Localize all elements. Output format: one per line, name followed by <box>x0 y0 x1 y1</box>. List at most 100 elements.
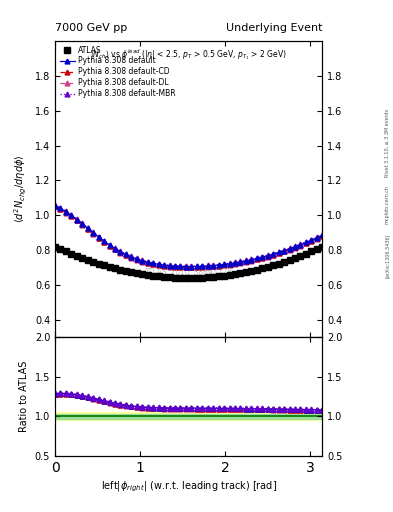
Pythia 8.308 default-MBR <box>85 225 90 231</box>
Pythia 8.308 default-DL <box>178 264 183 270</box>
ATLAS <box>107 264 112 270</box>
Pythia 8.308 default-CD <box>271 251 275 258</box>
Pythia 8.308 default-CD <box>129 254 134 261</box>
Pythia 8.308 default-CD <box>309 238 314 244</box>
Pythia 8.308 default <box>123 251 128 258</box>
Pythia 8.308 default <box>276 249 281 255</box>
Pythia 8.308 default-DL <box>118 249 123 255</box>
Pythia 8.308 default <box>287 246 292 252</box>
Pythia 8.308 default-MBR <box>151 260 156 266</box>
Pythia 8.308 default-DL <box>293 245 298 251</box>
ATLAS <box>265 264 270 270</box>
Pythia 8.308 default-DL <box>184 264 188 270</box>
Pythia 8.308 default-MBR <box>162 262 167 268</box>
Pythia 8.308 default-CD <box>200 264 205 270</box>
Pythia 8.308 default-MBR <box>53 202 57 208</box>
Pythia 8.308 default-CD <box>260 254 264 261</box>
Pythia 8.308 default <box>227 261 232 267</box>
Pythia 8.308 default-CD <box>91 230 95 237</box>
Pythia 8.308 default-CD <box>118 249 123 255</box>
Pythia 8.308 default-MBR <box>113 245 118 251</box>
Pythia 8.308 default-MBR <box>238 259 243 265</box>
Text: $\langle N_{ch}\rangle$ vs $\phi^{lead}$ ($|\eta|$ < 2.5, $p_T$ > 0.5 GeV, $p_{T: $\langle N_{ch}\rangle$ vs $\phi^{lead}$… <box>90 47 287 62</box>
Pythia 8.308 default-MBR <box>173 263 177 269</box>
Pythia 8.308 default-DL <box>222 262 226 268</box>
Pythia 8.308 default-CD <box>222 262 226 268</box>
Pythia 8.308 default-DL <box>249 258 254 264</box>
ATLAS <box>195 275 199 281</box>
Pythia 8.308 default-CD <box>184 264 188 270</box>
ATLAS <box>309 248 314 254</box>
Pythia 8.308 default-DL <box>64 209 68 216</box>
Pythia 8.308 default-MBR <box>303 239 308 245</box>
Pythia 8.308 default <box>129 254 134 260</box>
Pythia 8.308 default <box>195 263 199 269</box>
Pythia 8.308 default-MBR <box>249 256 254 262</box>
ATLAS <box>303 251 308 257</box>
Pythia 8.308 default-DL <box>287 247 292 253</box>
Pythia 8.308 default-MBR <box>254 255 259 261</box>
Pythia 8.308 default-CD <box>53 203 57 209</box>
Pythia 8.308 default-MBR <box>271 250 275 257</box>
Pythia 8.308 default-CD <box>303 240 308 246</box>
Pythia 8.308 default-DL <box>80 222 84 228</box>
Line: Pythia 8.308 default: Pythia 8.308 default <box>53 203 325 269</box>
Pythia 8.308 default <box>282 247 286 253</box>
Pythia 8.308 default-DL <box>314 236 319 242</box>
Pythia 8.308 default-MBR <box>58 205 63 211</box>
Pythia 8.308 default <box>189 264 194 270</box>
ATLAS <box>178 275 183 281</box>
Pythia 8.308 default-MBR <box>282 247 286 253</box>
Pythia 8.308 default-CD <box>113 246 118 252</box>
ATLAS <box>118 267 123 273</box>
Pythia 8.308 default-MBR <box>298 241 303 247</box>
Pythia 8.308 default <box>113 245 118 251</box>
Pythia 8.308 default-DL <box>140 259 145 265</box>
Pythia 8.308 default <box>233 260 237 266</box>
Pythia 8.308 default <box>91 230 95 236</box>
Pythia 8.308 default-CD <box>96 234 101 241</box>
Y-axis label: Ratio to ATLAS: Ratio to ATLAS <box>19 361 29 432</box>
Pythia 8.308 default <box>173 263 177 269</box>
Pythia 8.308 default-MBR <box>91 229 95 235</box>
Pythia 8.308 default-CD <box>145 260 150 266</box>
Pythia 8.308 default-MBR <box>233 259 237 265</box>
Pythia 8.308 default-CD <box>314 235 319 241</box>
Pythia 8.308 default-DL <box>189 264 194 270</box>
ATLAS <box>162 274 167 280</box>
Pythia 8.308 default-MBR <box>189 263 194 269</box>
Pythia 8.308 default <box>314 234 319 241</box>
Pythia 8.308 default-DL <box>75 217 79 223</box>
Pythia 8.308 default-CD <box>151 261 156 267</box>
ATLAS <box>222 273 226 279</box>
Pythia 8.308 default-CD <box>167 263 172 269</box>
Pythia 8.308 default <box>303 240 308 246</box>
Pythia 8.308 default-DL <box>238 260 243 266</box>
Pythia 8.308 default-MBR <box>145 259 150 265</box>
Pythia 8.308 default-MBR <box>244 257 248 263</box>
ATLAS <box>249 268 254 274</box>
Pythia 8.308 default <box>244 258 248 264</box>
ATLAS <box>113 265 118 271</box>
Pythia 8.308 default-CD <box>298 242 303 248</box>
Pythia 8.308 default <box>80 221 84 227</box>
Pythia 8.308 default-CD <box>140 258 145 264</box>
Pythia 8.308 default-CD <box>85 226 90 232</box>
Pythia 8.308 default-MBR <box>206 262 210 268</box>
Pythia 8.308 default-MBR <box>293 243 298 249</box>
Pythia 8.308 default-CD <box>189 264 194 270</box>
ATLAS <box>64 248 68 254</box>
Pythia 8.308 default-MBR <box>287 245 292 251</box>
Pythia 8.308 default-DL <box>91 230 95 237</box>
Pythia 8.308 default <box>85 225 90 231</box>
ATLAS <box>293 255 298 261</box>
Pythia 8.308 default-DL <box>298 243 303 249</box>
Pythia 8.308 default-DL <box>260 255 264 261</box>
Line: Pythia 8.308 default-DL: Pythia 8.308 default-DL <box>53 204 325 270</box>
Pythia 8.308 default <box>265 252 270 259</box>
Pythia 8.308 default-CD <box>134 257 139 263</box>
Pythia 8.308 default-DL <box>254 256 259 262</box>
Pythia 8.308 default-MBR <box>314 234 319 240</box>
Pythia 8.308 default <box>211 263 215 269</box>
ATLAS <box>173 274 177 281</box>
